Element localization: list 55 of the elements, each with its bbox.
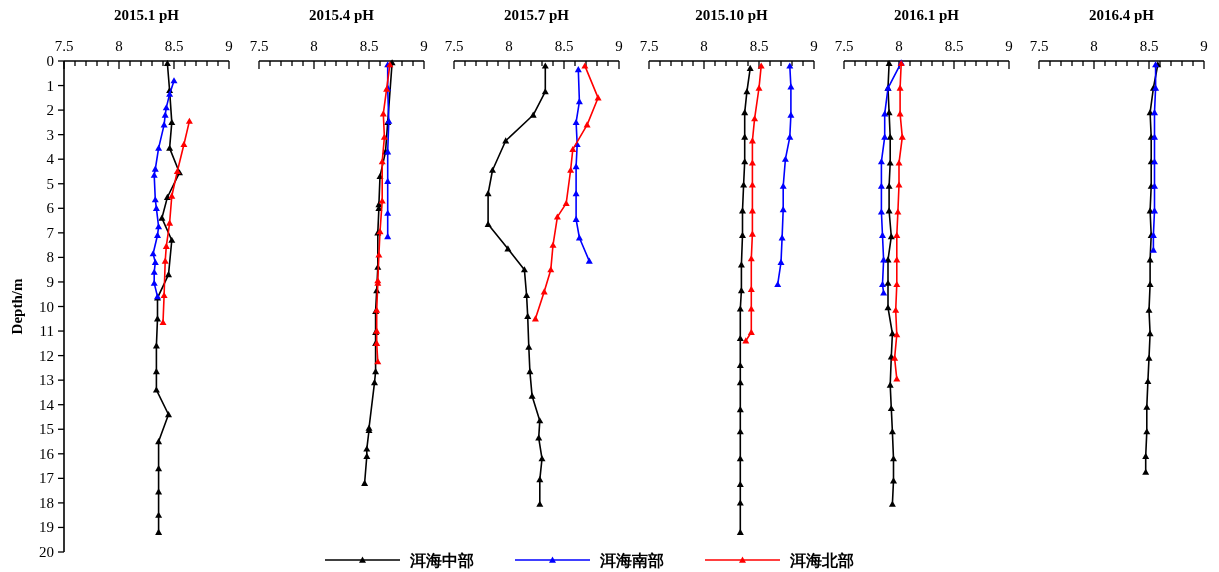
x-tick-label: 8 <box>895 38 903 54</box>
title: 2015.4 pH <box>309 7 374 23</box>
y-tick-label: 12 <box>39 347 54 364</box>
y-tick-label: 3 <box>46 126 54 143</box>
title: 2015.1 pH <box>114 7 179 23</box>
y-tick-label: 19 <box>39 519 54 536</box>
x-tick-label: 7.5 <box>444 38 464 54</box>
y-tick-label: 20 <box>39 544 54 560</box>
y-tick-label: 17 <box>39 470 55 487</box>
x-tick-label: 7.5 <box>834 38 854 54</box>
x-tick-label: 8 <box>1090 38 1098 54</box>
title: 2015.7 pH <box>504 7 569 23</box>
x-tick-label: 9 <box>420 38 428 54</box>
x-tick-label: 7.5 <box>249 38 269 54</box>
title: 2016.1 pH <box>894 7 959 23</box>
x-tick-label: 8 <box>310 38 318 54</box>
legend-label: 洱海北部 <box>789 552 854 569</box>
x-tick-label: 9 <box>225 38 233 54</box>
x-tick-label: 9 <box>615 38 623 54</box>
y-tick-label: 10 <box>39 298 54 315</box>
y-tick-label: 8 <box>46 249 54 266</box>
x-tick-label: 8.5 <box>749 38 769 54</box>
y-tick-label: 9 <box>46 273 54 290</box>
y-tick-label: 15 <box>39 421 54 438</box>
x-tick-label: 9 <box>1200 38 1208 54</box>
x-tick-label: 7.5 <box>1029 38 1049 54</box>
x-tick-label: 8.5 <box>1139 38 1159 54</box>
legend-label: 洱海中部 <box>409 552 474 569</box>
title: 2015.10 pH <box>695 7 768 23</box>
y-axis-title: Depth/m <box>9 278 25 335</box>
title: 2016.4 pH <box>1089 7 1154 23</box>
x-tick-label: 8.5 <box>359 38 379 54</box>
x-tick-label: 7.5 <box>639 38 659 54</box>
legend-label: 洱海南部 <box>599 552 664 569</box>
x-tick-label: 8.5 <box>554 38 574 54</box>
x-tick-label: 9 <box>1005 38 1013 54</box>
y-tick-label: 5 <box>46 175 54 192</box>
x-tick-label: 8 <box>700 38 708 54</box>
y-tick-label: 4 <box>46 151 55 168</box>
x-tick-label: 8.5 <box>164 38 184 54</box>
x-tick-label: 8.5 <box>944 38 964 54</box>
y-tick-label: 13 <box>39 372 54 389</box>
y-tick-label: 0 <box>46 53 54 69</box>
y-tick-label: 1 <box>46 77 54 94</box>
y-tick-label: 2 <box>46 102 54 119</box>
x-tick-label: 7.5 <box>54 38 74 54</box>
x-tick-label: 9 <box>810 38 818 54</box>
y-tick-label: 16 <box>39 445 55 462</box>
y-tick-label: 7 <box>46 224 55 241</box>
y-tick-label: 11 <box>39 323 54 340</box>
x-tick-label: 8 <box>115 38 123 54</box>
y-tick-label: 6 <box>46 200 55 217</box>
x-tick-label: 8 <box>505 38 513 54</box>
y-tick-label: 14 <box>39 396 55 413</box>
y-tick-label: 18 <box>39 494 54 511</box>
